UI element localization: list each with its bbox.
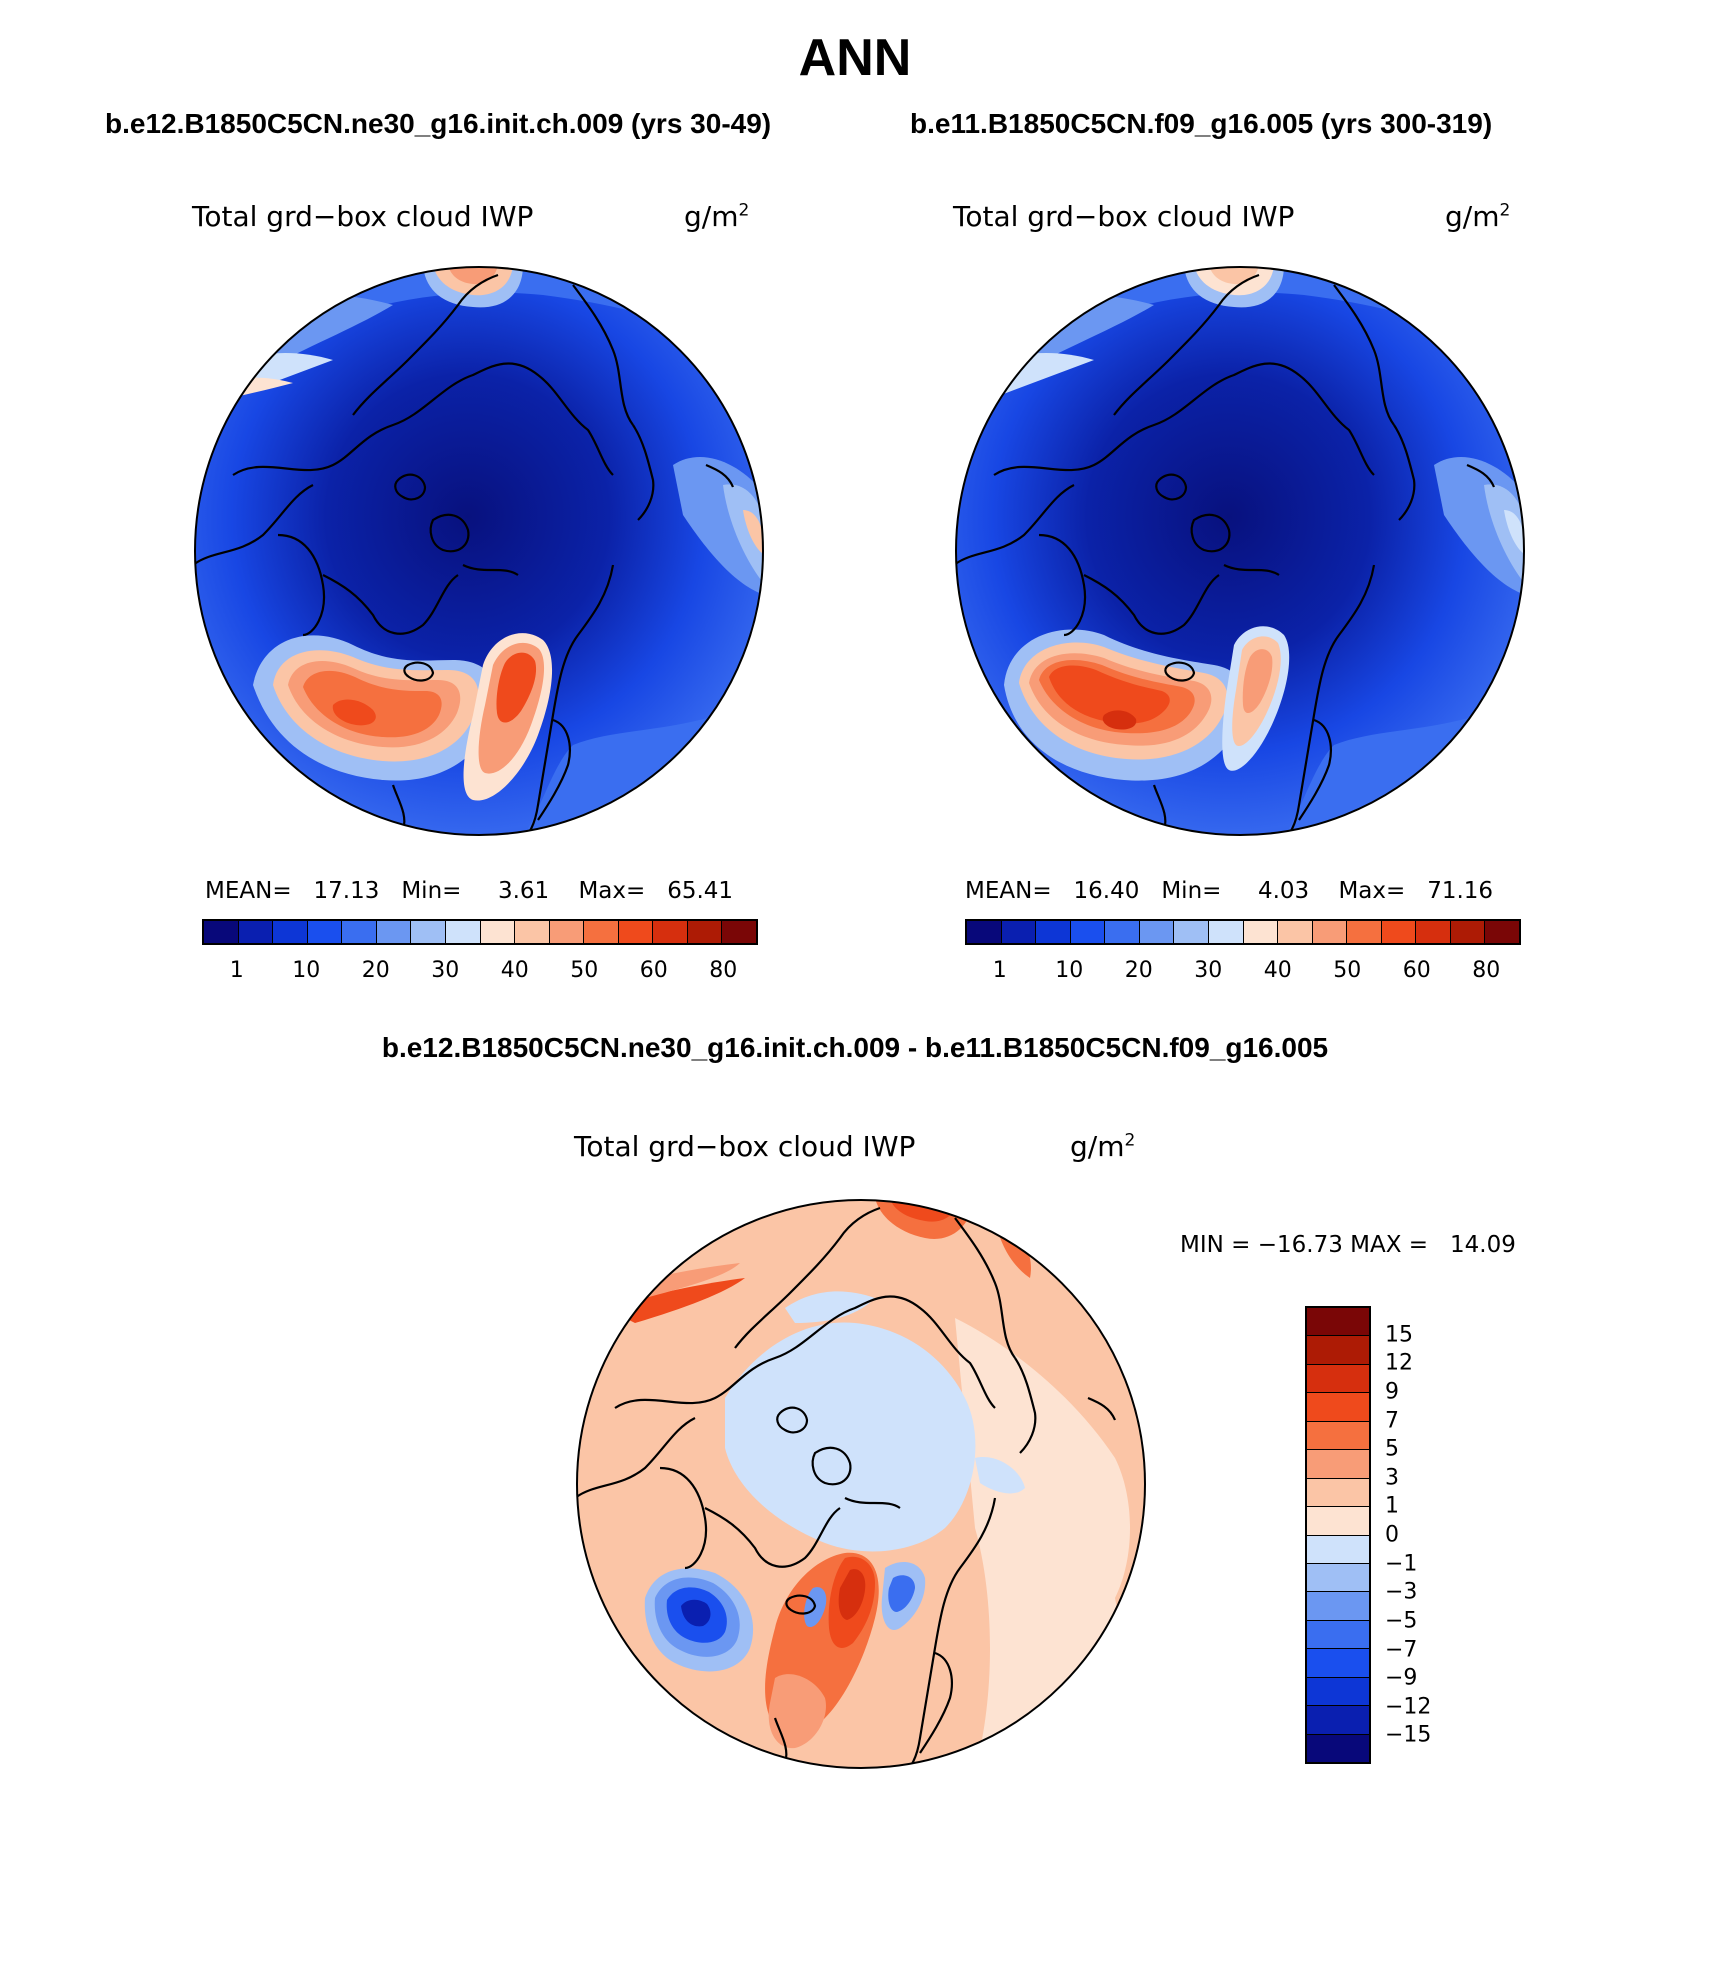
diff-colorbar-tick-label: −12 [1385,1694,1432,1720]
right-colorbar-tick-label: 60 [1402,958,1431,983]
right-colorbar-tick-label: 50 [1333,958,1362,983]
left-colorbar-swatch [411,921,446,943]
left-colorbar-swatch [618,921,654,943]
right-colorbar [965,919,1521,945]
right-colorbar-swatch [1312,921,1348,943]
diff-colorbar-swatch [1307,1706,1369,1735]
left-colorbar-swatch [376,921,412,943]
right-colorbar-swatch [1139,921,1175,943]
right-colorbar-swatch [1036,921,1071,943]
left-colorbar-swatch [653,921,688,943]
diff-colorbar-tick-label: −7 [1385,1637,1418,1662]
diff-colorbar-swatch [1307,1421,1369,1451]
left-colorbar-swatch [722,921,756,943]
right-colorbar-swatch [1001,921,1037,943]
right-colorbar-tick-label: 30 [1194,958,1223,983]
diff-colorbar-tick-label: 7 [1385,1408,1399,1433]
right-colorbar-swatch [1243,921,1279,943]
diff-colorbar-tick-label: −9 [1385,1665,1418,1691]
diff-colorbar-tick-label: 5 [1385,1436,1399,1462]
left-colorbar-tick-label: 1 [229,958,244,983]
right-colorbar-tick-label: 80 [1472,958,1501,983]
figure-title: ANN [798,29,912,87]
difference-title: b.e12.B1850C5CN.ne30_g16.init.ch.009 - b… [381,1032,1329,1063]
left-colorbar-swatch [204,921,239,943]
right-colorbar-swatch [1381,921,1417,943]
right-colorbar-tick-label: 20 [1124,958,1153,983]
diff-colorbar-swatch [1307,1393,1369,1422]
diff-colorbar-tick-label: 3 [1385,1465,1399,1491]
left-variable-label: Total grd−box cloud IWP [192,200,534,233]
left-colorbar-swatch [445,921,481,943]
right-colorbar-swatch [1208,921,1244,943]
diff-colorbar-swatch [1307,1507,1369,1536]
right-colorbar-swatch [1485,921,1519,943]
left-colorbar-tick-label: 80 [709,958,738,983]
left-colorbar-swatch [584,921,619,943]
diff-colorbar-tick-label: 9 [1385,1379,1399,1405]
diff-colorbar-swatch [1307,1620,1369,1650]
right-case-title: b.e11.B1850C5CN.f09_g16.005 (yrs 300-319… [910,108,1493,139]
diff-colorbar-tick-label: 12 [1385,1350,1413,1376]
right-stats: MEAN= 16.40 Min= 4.03 Max= 71.16 [965,878,1494,904]
left-colorbar-swatch [238,921,274,943]
right-colorbar-tick-label: 10 [1055,958,1084,983]
diff-colorbar [1305,1306,1371,1764]
diff-colorbar-tick-label: 0 [1385,1522,1399,1548]
left-colorbar-tick-label: 50 [570,958,599,983]
right-variable-label: Total grd−box cloud IWP [953,200,1295,233]
left-case-title: b.e12.B1850C5CN.ne30_g16.init.ch.009 (yr… [105,108,772,139]
left-colorbar-swatch [480,921,516,943]
diff-colorbar-swatch [1307,1563,1369,1593]
right-colorbar-swatch [1174,921,1209,943]
left-colorbar-swatch [273,921,308,943]
left-colorbar-swatch [549,921,585,943]
left-colorbar-tick-label: 10 [292,958,321,983]
right-polar-map [955,266,1525,836]
diff-colorbar-swatch [1307,1734,1369,1762]
left-polar-map [194,266,764,836]
diff-colorbar-swatch [1307,1535,1369,1564]
left-colorbar-swatch [342,921,377,943]
right-colorbar-swatch [1347,921,1382,943]
difference-polar-map [576,1199,1146,1769]
diff-variable-label: Total grd−box cloud IWP [574,1130,916,1163]
right-colorbar-tick-label: 1 [992,958,1007,983]
right-colorbar-swatch [1070,921,1106,943]
diff-colorbar-swatch [1307,1450,1369,1479]
diff-colorbar-tick-label: 1 [1385,1493,1399,1519]
right-colorbar-swatch [1105,921,1140,943]
diff-colorbar-swatch [1307,1592,1369,1621]
diff-units-label: g/m2 [1070,1130,1136,1163]
left-colorbar [202,919,758,945]
diff-colorbar-tick-label: −15 [1385,1722,1432,1748]
right-colorbar-swatch [1450,921,1486,943]
right-colorbar-swatch [1416,921,1451,943]
diff-colorbar-swatch [1307,1677,1369,1707]
left-colorbar-swatch [687,921,723,943]
left-colorbar-tick-label: 20 [361,958,390,983]
left-colorbar-tick-label: 30 [431,958,460,983]
left-colorbar-swatch [515,921,550,943]
left-colorbar-tick-label: 60 [639,958,668,983]
diff-colorbar-tick-label: 15 [1385,1322,1413,1348]
diff-colorbar-swatch [1307,1364,1369,1394]
left-stats: MEAN= 17.13 Min= 3.61 Max= 65.41 [205,878,734,904]
right-colorbar-swatch [1278,921,1313,943]
right-units-label: g/m2 [1445,200,1511,233]
diff-colorbar-tick-label: −5 [1385,1608,1418,1634]
left-colorbar-tick-label: 40 [500,958,529,983]
diff-colorbar-swatch [1307,1308,1369,1337]
diff-colorbar-swatch [1307,1336,1369,1365]
left-units-label: g/m2 [684,200,750,233]
diff-min-max: MIN = −16.73 MAX = 14.09 [1180,1232,1516,1258]
right-colorbar-tick-label: 40 [1263,958,1292,983]
diff-colorbar-tick-label: −3 [1385,1579,1418,1605]
diff-colorbar-swatch [1307,1478,1369,1508]
diff-colorbar-tick-label: −1 [1385,1551,1418,1577]
right-colorbar-swatch [967,921,1002,943]
diff-colorbar-swatch [1307,1649,1369,1678]
left-colorbar-swatch [307,921,343,943]
